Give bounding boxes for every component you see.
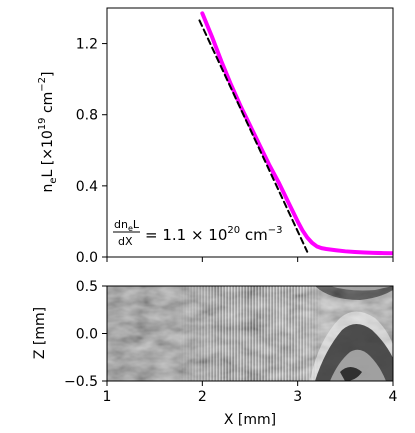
annot-value-sup: 20 — [227, 225, 240, 236]
annot-den: dX — [118, 235, 133, 248]
annot-unit: cm — [240, 226, 268, 244]
bottom-xtick-label: 4 — [389, 389, 398, 405]
bottom-ytick-label: 0.0 — [76, 327, 98, 343]
annot-unit-sup: −3 — [268, 225, 283, 236]
bottom-ytick-label: −0.5 — [64, 374, 98, 390]
bottom-xtick-label: 3 — [293, 389, 302, 405]
svg-text:= 1.1 × 1020 cm−3: = 1.1 × 1020 cm−3 — [145, 225, 283, 244]
bottom-xtick-label: 1 — [103, 389, 112, 405]
fit-line-dashed — [198, 19, 309, 253]
annot-num-tail: L — [133, 218, 140, 231]
annot-num-sub: e — [128, 224, 133, 233]
bottom-xlabel: X [mm] — [224, 412, 276, 428]
bottom-ytick-label: 0.5 — [76, 279, 98, 295]
density-panel: dneL dX = 1.1 × 1020 cm−3 neL [×1019 cm−… — [37, 7, 394, 266]
svg-text:dneL: dneL — [114, 218, 140, 233]
annot-value: = 1.1 × 10 — [145, 226, 227, 244]
bottom-ylabel: Z [mm] — [32, 307, 48, 359]
gradient-annotation: dneL dX = 1.1 × 1020 cm−3 — [113, 218, 283, 248]
top-ytick-label: 0.8 — [76, 108, 98, 124]
interferogram-image — [107, 286, 393, 381]
top-ytick-label: 0.4 — [76, 179, 98, 195]
density-profile-line — [200, 11, 393, 256]
top-ytick-label: 1.2 — [76, 37, 98, 53]
top-ytick-label: 0.0 — [76, 250, 98, 266]
annot-num-base: dn — [114, 218, 128, 231]
bottom-xtick-label: 2 — [198, 389, 207, 405]
top-frame — [106, 7, 394, 258]
top-ylabel: neL [×1019 cm−2] — [37, 71, 59, 192]
interferogram-panel: Z [mm] X [mm] 0.5 0.0 −0.5 1 2 3 4 — [32, 279, 398, 428]
